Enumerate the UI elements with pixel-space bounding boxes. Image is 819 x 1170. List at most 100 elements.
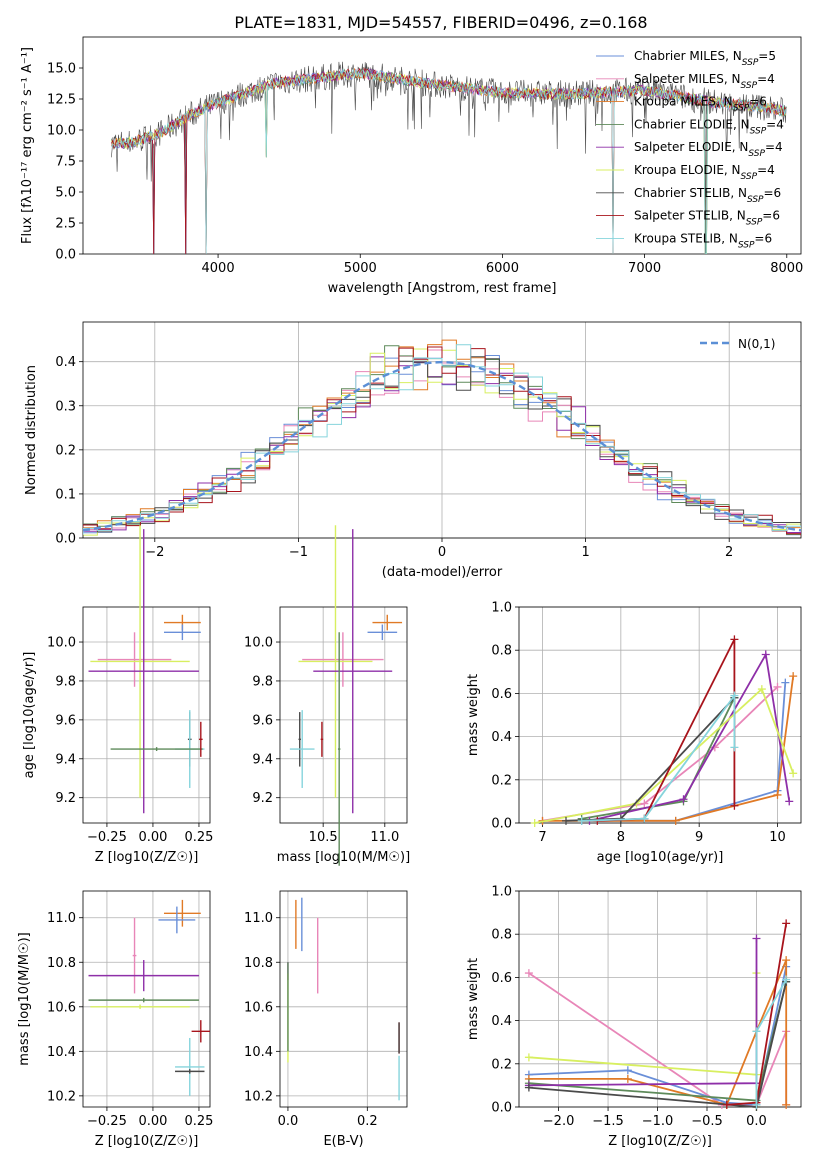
- x-tick-label: 0.0: [278, 1114, 299, 1129]
- weight-marker-salpeter-stelib: [782, 919, 791, 928]
- y-tick-label: 0.0: [491, 1101, 512, 1116]
- weight-marker-salpeter-elodie: [752, 934, 761, 943]
- y-tick-label: 10.6: [47, 1000, 76, 1015]
- x-axis-label: wavelength [Angstrom, rest frame]: [328, 281, 557, 296]
- y-tick-label: 0.2: [55, 443, 76, 458]
- weight-marker-kroupa-miles: [773, 790, 782, 799]
- y-tick-label: 0.8: [491, 644, 512, 659]
- legend-label: Chabrier STELIB, NSSP=6: [634, 186, 781, 205]
- x-tick-label: 0: [438, 545, 446, 560]
- y-axis-label: mass [log10(M/M☉)]: [17, 932, 32, 1065]
- x-tick-label: −0.25: [87, 1114, 127, 1129]
- weight-marker-kroupa-miles: [782, 956, 791, 965]
- weight-marker-salpeter-stelib: [730, 635, 739, 644]
- x-tick-label: 0.25: [184, 1114, 213, 1129]
- y-tick-label: 11.0: [244, 911, 273, 926]
- y-tick-label: 9.6: [252, 713, 273, 728]
- y-tick-label: 0.8: [491, 928, 512, 943]
- weight-marker-kroupa-miles: [782, 1100, 791, 1109]
- y-tick-label: 0.0: [55, 248, 76, 263]
- x-tick-label: 10.5: [309, 830, 338, 845]
- y-tick-label: 0.4: [491, 1014, 512, 1029]
- y-tick-label: 7.5: [55, 155, 76, 170]
- weight-marker-salpeter-stelib: [722, 1100, 731, 1109]
- weight-marker-kroupa-miles: [671, 816, 680, 825]
- y-tick-label: 10.0: [47, 636, 76, 651]
- weight-marker-kroupa-elodie: [789, 769, 798, 778]
- y-axis-label: Normed distribution: [24, 365, 39, 495]
- plot-frame: [279, 890, 408, 1108]
- y-axis-label: mass weight: [466, 958, 481, 1040]
- plot-frame: [82, 36, 802, 255]
- y-tick-label: 10.8: [47, 956, 76, 971]
- y-axis-label: age [log10(age/yr)]: [22, 652, 37, 779]
- x-axis-label: Z [log10(Z/Z☉)]: [95, 1134, 199, 1149]
- x-tick-label: 8: [617, 830, 625, 845]
- weight-marker-salpeter-elodie: [785, 797, 794, 806]
- y-tick-label: 9.8: [252, 674, 273, 689]
- legend-label: Salpeter ELODIE, NSSP=4: [634, 140, 783, 159]
- mass-vs-ebv-panel: 0.0 0.2 10.2 10.4 10.6 10.8 11.0 E(B-V): [244, 890, 408, 1149]
- spectrum-line-kroupa-stelib: [111, 68, 787, 254]
- weight-marker-kroupa-elodie: [757, 685, 766, 694]
- x-tick-label: −2: [145, 545, 164, 560]
- weight-vs-age-panel: 7 8 9 10 0.0 0.2 0.4 0.6 0.8 1.0 age [log10(age/yr…: [466, 601, 802, 865]
- y-tick-label: 15.0: [47, 62, 76, 77]
- y-tick-label: 10.2: [244, 1089, 273, 1104]
- x-tick-label: −2.0: [543, 1114, 575, 1129]
- weight-marker-salpeter-miles: [773, 682, 782, 691]
- x-tick-label: 0.2: [357, 1114, 378, 1129]
- y-tick-label: 9.4: [252, 752, 273, 767]
- legend-label: N(0,1): [738, 337, 775, 351]
- y-tick-label: 0.2: [491, 1057, 512, 1072]
- plot-frame: [82, 606, 211, 824]
- x-tick-label: −1.5: [592, 1114, 624, 1129]
- y-tick-label: 0.0: [491, 817, 512, 832]
- x-tick-label: −0.5: [691, 1114, 723, 1129]
- spectrum-line-chabrier-stelib: [111, 61, 787, 254]
- weight-marker-salpeter-miles: [524, 969, 533, 978]
- residual-histogram-panel: −2 −1 0 1 2 0.0 0.1 0.2 0.3 0.4 (data-model)/error…: [24, 321, 802, 580]
- x-tick-label: 0.00: [138, 1114, 167, 1129]
- x-axis-label: (data-model)/error: [382, 565, 503, 580]
- plot-frame: [518, 890, 802, 1108]
- y-tick-label: 0.0: [55, 532, 76, 547]
- weight-line-kroupa-miles: [542, 675, 795, 822]
- y-tick-label: 10.4: [244, 1045, 273, 1060]
- weight-marker-kroupa-stelib: [577, 816, 586, 825]
- weight-marker-kroupa-stelib: [752, 1100, 761, 1109]
- weight-marker-salpeter-stelib: [730, 801, 739, 810]
- legend-label: Chabrier MILES, NSSP=5: [634, 49, 776, 68]
- y-tick-label: 9.6: [55, 713, 76, 728]
- plot-frame: [518, 606, 802, 824]
- weight-marker-chabrier-miles: [623, 1066, 632, 1075]
- y-tick-label: 0.4: [491, 730, 512, 745]
- x-tick-label: 0.25: [184, 830, 213, 845]
- weight-marker-kroupa-stelib: [640, 814, 649, 823]
- y-tick-label: 5.0: [55, 186, 76, 201]
- x-tick-label: 11.0: [370, 830, 399, 845]
- y-tick-label: 0.2: [491, 773, 512, 788]
- weight-vs-metallicity-panel: −2.0 −1.5 −1.0 −0.5 0.0 0.0 0.2 0.4 0.6 0.8 1.0 Z […: [466, 885, 802, 1149]
- y-tick-label: 1.0: [491, 601, 512, 616]
- weight-line-kroupa-elodie: [534, 687, 795, 824]
- plot-frame: [279, 606, 408, 824]
- weight-line-salpeter-elodie: [528, 938, 758, 1087]
- weight-marker-kroupa-stelib: [752, 1027, 761, 1036]
- x-tick-label: −1.0: [642, 1114, 674, 1129]
- y-tick-label: 9.2: [55, 791, 76, 806]
- x-tick-label: 8000: [770, 261, 803, 276]
- weight-marker-kroupa-elodie: [530, 819, 539, 827]
- x-tick-label: −1: [289, 545, 308, 560]
- y-tick-label: 0.6: [491, 687, 512, 702]
- x-axis-label: age [log10(age/yr)]: [597, 850, 724, 865]
- y-axis-label: Flux [fλ10⁻¹⁷ erg cm⁻² s⁻¹ A⁻¹]: [20, 47, 35, 244]
- legend-label: Kroupa STELIB, NSSP=6: [634, 231, 772, 250]
- y-tick-label: 0.1: [55, 487, 76, 502]
- weight-line-salpeter-stelib: [597, 638, 736, 822]
- y-tick-label: 9.4: [55, 752, 76, 767]
- weight-marker-chabrier-miles: [781, 678, 790, 687]
- weight-line-kroupa-elodie: [528, 973, 758, 1107]
- y-tick-label: 0.6: [491, 971, 512, 986]
